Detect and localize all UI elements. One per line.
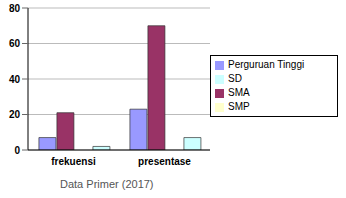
svg-text:40: 40 (9, 74, 21, 85)
html-text:Data Primer (2017): Data Primer (2017) (60, 178, 154, 190)
svg-text:20: 20 (9, 109, 21, 120)
html-text:SMA: SMA (228, 87, 250, 98)
svg-text:presentase: presentase (138, 156, 191, 167)
html-text:Perguruan Tinggi: Perguruan Tinggi (228, 59, 305, 70)
svg-text:0: 0 (14, 145, 20, 156)
svg-text:frekuensi: frekuensi (51, 156, 96, 167)
html-text:SD: SD (228, 73, 242, 84)
html-text:SMP: SMP (228, 101, 250, 112)
svg-text:80: 80 (9, 3, 21, 14)
svg-text:60: 60 (9, 38, 21, 49)
